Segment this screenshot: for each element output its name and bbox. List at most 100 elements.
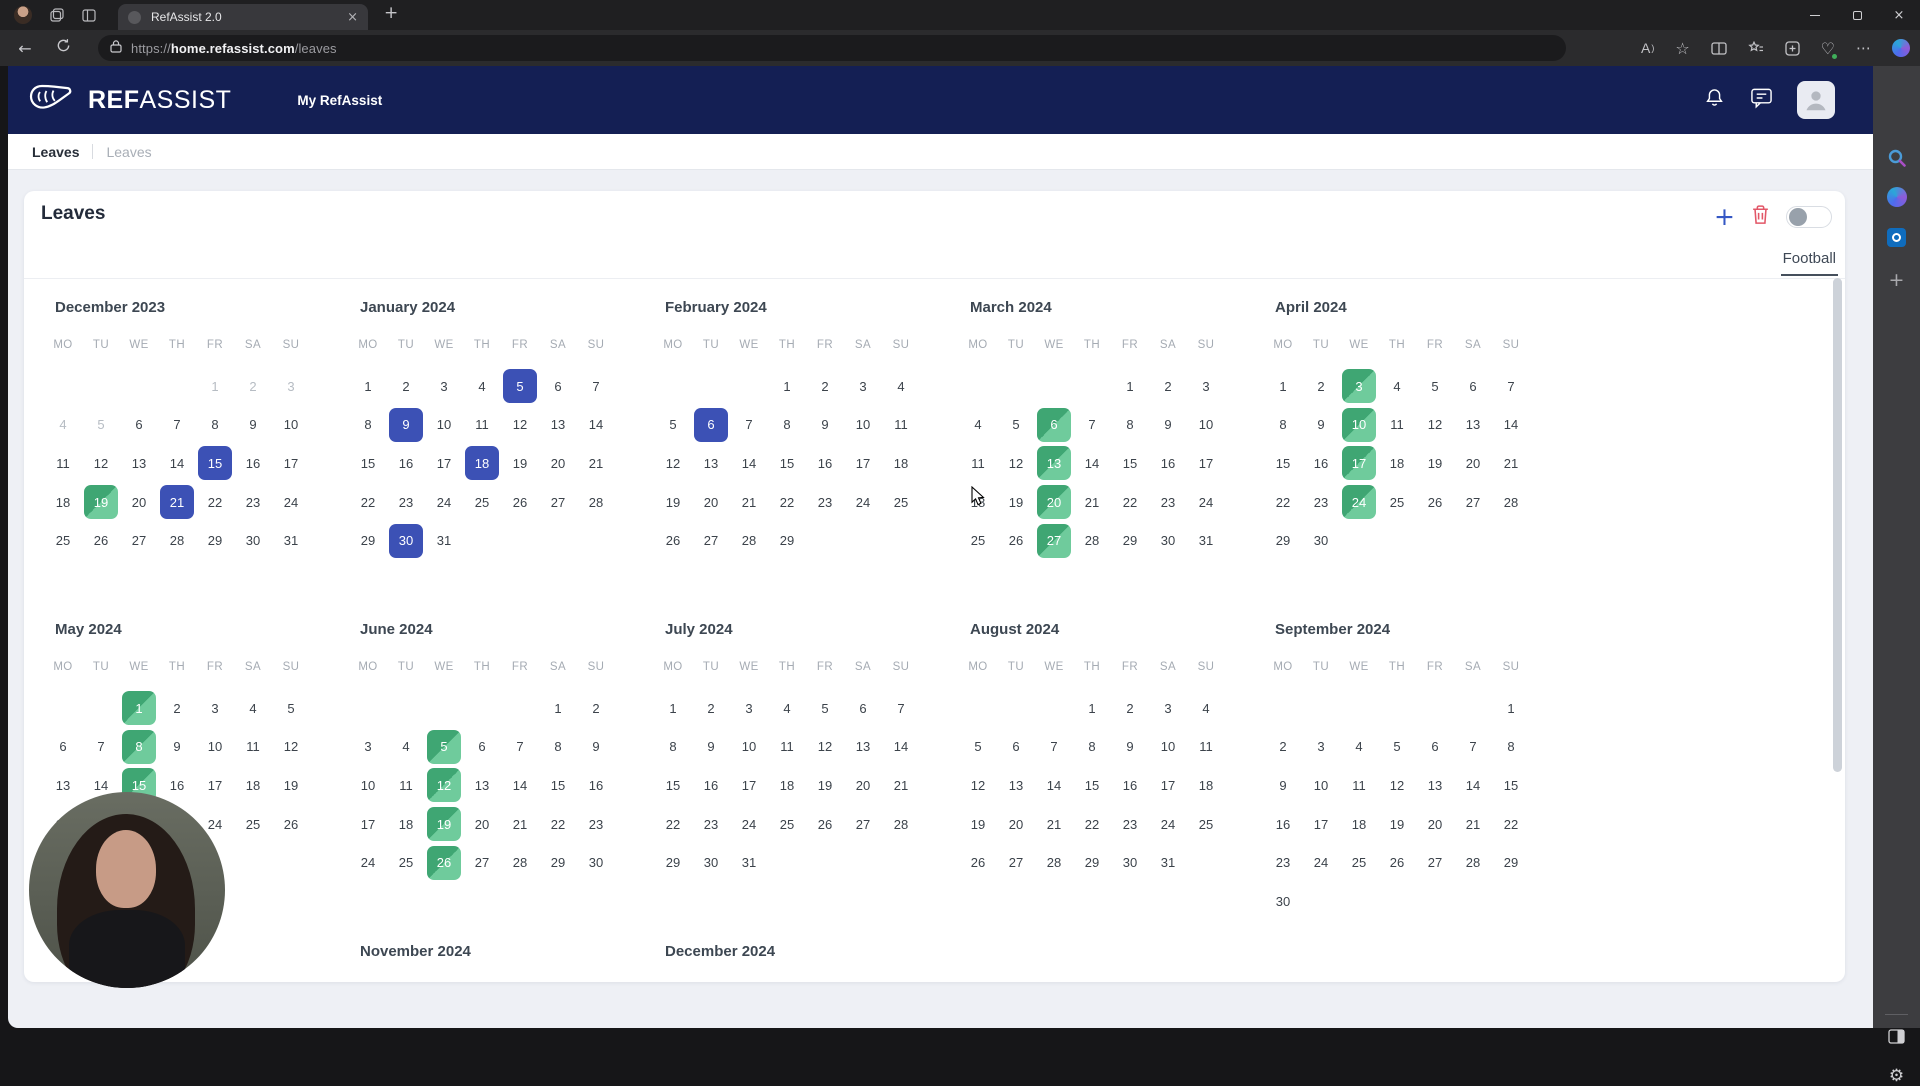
calendar-day[interactable]: 21 [1084,494,1100,510]
calendar-day[interactable]: 4 [897,378,905,394]
calendar-day[interactable]: 3 [1164,700,1172,716]
calendar-day[interactable]: 3 [211,700,219,716]
calendar-day[interactable]: 18 [1351,816,1367,832]
calendar-day[interactable]: 5 [97,417,105,433]
leave-day-green[interactable]: 26 [427,845,461,880]
calendar-day[interactable]: 24 [741,816,757,832]
calendar-day[interactable]: 12 [817,739,833,755]
calendar-day[interactable]: 25 [1198,816,1214,832]
calendar-day[interactable]: 17 [436,455,452,471]
calendar-day[interactable]: 6 [692,406,730,445]
calendar-day[interactable]: 8 [1279,417,1287,433]
calendar-day[interactable]: 23 [817,494,833,510]
calendar-day[interactable]: 12 [1389,777,1405,793]
calendar-day[interactable]: 18 [55,494,71,510]
calendar-day[interactable]: 31 [1160,855,1176,871]
calendar-day[interactable]: 29 [1122,533,1138,549]
calendar-day[interactable]: 29 [1084,855,1100,871]
calendar-day[interactable]: 9 [1164,417,1172,433]
calendar-day[interactable]: 22 [550,816,566,832]
calendar-day[interactable]: 3 [1340,367,1378,406]
calendar-day[interactable]: 30 [1275,893,1291,909]
calendar-day[interactable]: 16 [398,455,414,471]
calendar-day[interactable]: 9 [1317,417,1325,433]
calendar-day[interactable]: 28 [893,816,909,832]
calendar-day[interactable]: 21 [588,455,604,471]
calendar-day[interactable]: 26 [283,816,299,832]
calendar-day[interactable]: 4 [478,378,486,394]
calendar-day[interactable]: 26 [425,843,463,882]
calendar-day[interactable]: 25 [398,855,414,871]
calendar-day[interactable]: 20 [1465,455,1481,471]
calendar-day[interactable]: 1 [669,700,677,716]
calendar-day[interactable]: 22 [779,494,795,510]
notifications-bell-icon[interactable] [1703,86,1726,115]
calendar-day[interactable]: 19 [817,777,833,793]
calendar-day[interactable]: 27 [703,533,719,549]
calendar-day[interactable]: 20 [855,777,871,793]
calendar-day[interactable]: 24 [1198,494,1214,510]
calendar-day[interactable]: 20 [474,816,490,832]
calendar-day[interactable]: 10 [741,739,757,755]
split-screen-button[interactable] [1711,41,1727,55]
calendar-day[interactable]: 26 [1008,533,1024,549]
calendar-day[interactable]: 1 [211,378,219,394]
calendar-day[interactable]: 27 [550,494,566,510]
calendar-day[interactable]: 23 [1275,855,1291,871]
calendar-day[interactable]: 28 [588,494,604,510]
calendar-day[interactable]: 3 [440,378,448,394]
calendar-day[interactable]: 21 [158,483,196,522]
calendar-day[interactable]: 24 [1160,816,1176,832]
calendar-day[interactable]: 18 [245,777,261,793]
calendar-day[interactable]: 26 [665,533,681,549]
sidebar-panels-icon[interactable] [1873,1029,1920,1044]
calendar-day[interactable]: 9 [387,406,425,445]
calendar-day[interactable]: 18 [1389,455,1405,471]
calendar-day[interactable]: 17 [1340,444,1378,483]
calendar-day[interactable]: 14 [1465,777,1481,793]
calendar-day[interactable]: 5 [821,700,829,716]
calendar-day[interactable]: 5 [1012,417,1020,433]
calendar-day[interactable]: 16 [1275,816,1291,832]
calendar-day[interactable]: 22 [1122,494,1138,510]
calendar-day[interactable]: 15 [196,444,234,483]
calendar-day[interactable]: 4 [1393,378,1401,394]
calendar-day[interactable]: 3 [287,378,295,394]
leave-day-green[interactable]: 8 [122,729,156,764]
window-maximize-button[interactable] [1836,0,1878,30]
calendar-day[interactable]: 18 [893,455,909,471]
calendar-day[interactable]: 30 [588,855,604,871]
calendar-day[interactable]: 2 [249,378,257,394]
calendar-day[interactable]: 14 [1046,777,1062,793]
calendar-day[interactable]: 5 [501,367,539,406]
calendar-day[interactable]: 27 [1035,521,1073,560]
calendar-day[interactable]: 19 [425,805,463,844]
calendar-day[interactable]: 26 [512,494,528,510]
browser-essentials-icon[interactable]: ♡ [1820,38,1838,59]
window-close-button[interactable]: × [1893,7,1905,23]
leave-day-green[interactable]: 13 [1037,446,1071,481]
calendar-day[interactable]: 5 [1431,378,1439,394]
calendar-day[interactable]: 4 [974,417,982,433]
leave-day-blue[interactable]: 6 [694,407,728,442]
calendar-day[interactable]: 22 [1275,494,1291,510]
calendar-day[interactable]: 1 [1126,378,1134,394]
calendar-day[interactable]: 5 [669,417,677,433]
calendar-day[interactable]: 17 [207,777,223,793]
calendar-day[interactable]: 1 [364,378,372,394]
calendar-day[interactable]: 4 [59,417,67,433]
calendar-day[interactable]: 9 [1126,739,1134,755]
calendar-day[interactable]: 24 [855,494,871,510]
calendar-day[interactable]: 15 [779,455,795,471]
calendar-day[interactable]: 2 [707,700,715,716]
calendar-day[interactable]: 23 [398,494,414,510]
calendar-day[interactable]: 20 [1035,483,1073,522]
calendar-day[interactable]: 20 [131,494,147,510]
calendar-day[interactable]: 13 [1035,444,1073,483]
calendar-day[interactable]: 30 [245,533,261,549]
calendar-day[interactable]: 3 [1202,378,1210,394]
calendar-day[interactable]: 28 [741,533,757,549]
calendar-day[interactable]: 9 [592,739,600,755]
calendar-day[interactable]: 26 [817,816,833,832]
calendar-day[interactable]: 22 [1084,816,1100,832]
